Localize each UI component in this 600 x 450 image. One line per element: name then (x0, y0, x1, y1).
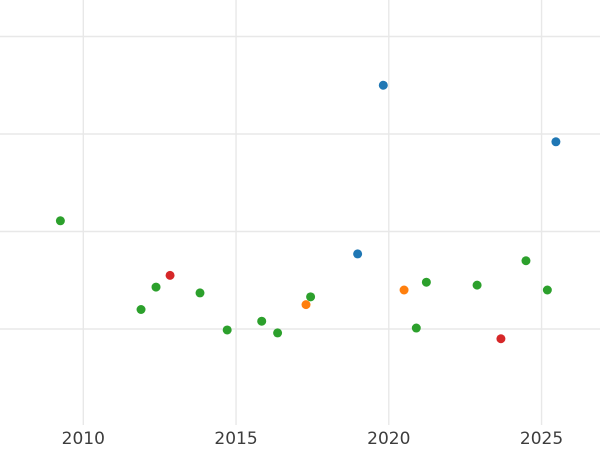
x-tick-label: 2025 (520, 429, 563, 449)
data-point-green (55, 216, 65, 226)
data-point-green (151, 282, 161, 292)
x-tick-label: 2020 (367, 429, 410, 449)
x-tick-label: 2010 (62, 429, 105, 449)
data-point-red (165, 270, 175, 280)
data-point-green (542, 285, 552, 295)
data-point-blue (353, 249, 363, 259)
x-tick-label: 2015 (214, 429, 257, 449)
data-point-green (222, 325, 232, 335)
data-point-blue (378, 80, 388, 90)
data-point-red (496, 334, 506, 344)
data-point-green (136, 305, 146, 314)
data-point-blue (551, 137, 561, 147)
data-point-green (411, 323, 421, 333)
data-point-green (273, 328, 283, 338)
data-point-green (195, 288, 205, 298)
data-point-green (421, 277, 431, 287)
data-point-orange (399, 285, 409, 295)
data-point-orange (301, 300, 311, 310)
data-point-green (306, 292, 316, 302)
data-point-green (472, 280, 482, 290)
data-point-green (521, 256, 531, 266)
data-point-green (257, 316, 267, 326)
